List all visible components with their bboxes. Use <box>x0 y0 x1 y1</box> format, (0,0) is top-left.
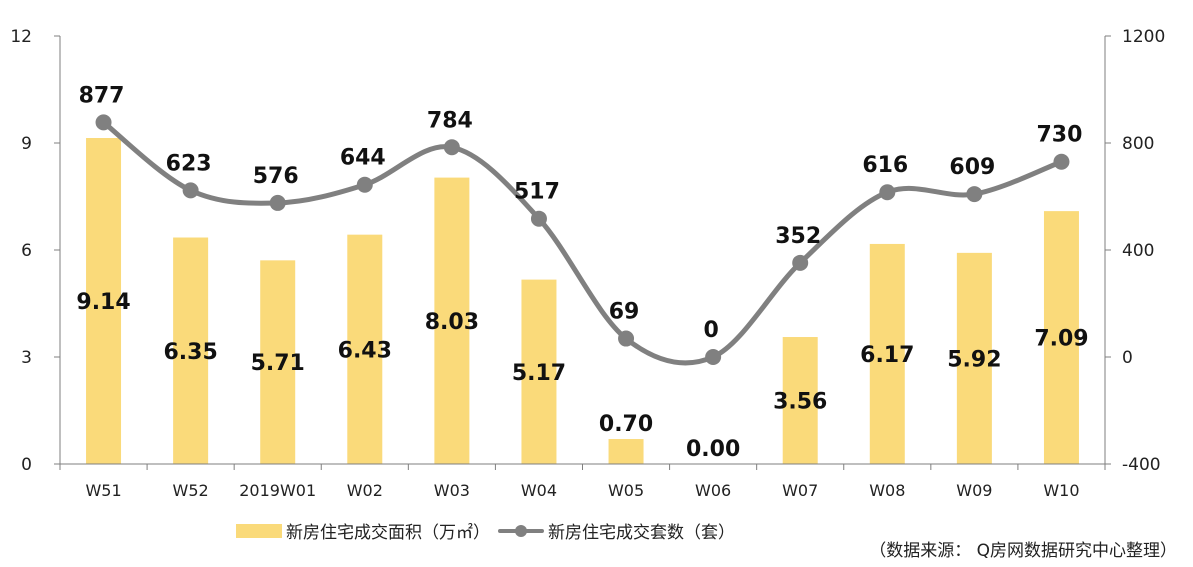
line-point-11 <box>1053 153 1070 170</box>
bar-label-7: 0.00 <box>686 437 740 462</box>
right-tick-label-4: 1200 <box>1122 27 1165 47</box>
area-bars <box>86 138 1079 465</box>
line-label-5: 517 <box>514 180 560 205</box>
right-tick-label-3: 800 <box>1122 134 1154 154</box>
x-tick-label-11: W10 <box>1043 481 1079 500</box>
line-point-6 <box>618 330 635 347</box>
bar-3 <box>347 234 383 464</box>
line-point-2 <box>269 194 286 211</box>
x-tick-label-2: 2019W01 <box>239 481 316 500</box>
legend: 新房住宅成交面积（万㎡） 新房住宅成交套数（套） <box>236 518 743 543</box>
line-point-7 <box>705 349 722 365</box>
bar-label-2: 5.71 <box>251 351 305 376</box>
legend-item-units: 新房住宅成交套数（套） <box>498 518 735 543</box>
left-tick-label-0: 0 <box>21 455 32 475</box>
line-point-0 <box>95 114 112 131</box>
line-point-3 <box>356 176 373 193</box>
right-tick-label-1: 0 <box>1122 348 1133 368</box>
data-labels: 9.14 6.35 5.71 6.43 8.03 5.17 0.70 0.00 3.56 6.17… <box>76 83 1088 462</box>
line-label-3: 644 <box>340 146 386 171</box>
bar-2 <box>260 260 296 464</box>
left-tick-label-2: 6 <box>21 241 32 261</box>
left-tick-label-1: 3 <box>21 348 32 368</box>
x-tick-label-9: W08 <box>869 481 905 500</box>
line-label-9: 616 <box>862 153 908 178</box>
bar-5 <box>521 279 557 464</box>
x-tick-label-3: W02 <box>347 481 383 500</box>
line-label-11: 730 <box>1036 123 1082 148</box>
units-line <box>95 114 1070 366</box>
units-line-path <box>101 119 1064 366</box>
bar-1 <box>173 237 209 464</box>
bar-4 <box>434 177 470 464</box>
legend-item-area: 新房住宅成交面积（万㎡） <box>236 518 490 543</box>
x-tick-label-0: W51 <box>85 481 121 500</box>
x-tick-label-4: W03 <box>434 481 470 500</box>
line-label-7: 0 <box>703 318 718 343</box>
x-tick-label-6: W05 <box>608 481 644 500</box>
x-tick-label-7: W06 <box>695 481 731 500</box>
bar-label-10: 5.92 <box>947 347 1001 372</box>
line-label-1: 623 <box>166 151 212 176</box>
line-point-1 <box>182 182 199 199</box>
right-tick-label-0: -400 <box>1122 455 1161 475</box>
bar-label-4: 8.03 <box>425 310 479 335</box>
x-tick-label-1: W52 <box>173 481 209 500</box>
bar-10 <box>956 252 992 464</box>
line-label-0: 877 <box>79 83 125 108</box>
bar-11 <box>1043 211 1079 464</box>
line-point-8 <box>792 254 809 271</box>
line-point-4 <box>443 139 460 156</box>
line-label-6: 69 <box>609 300 640 325</box>
line-label-10: 609 <box>949 155 995 180</box>
source-note: （数据来源： Q房网数据研究中心整理） <box>869 541 1177 561</box>
line-label-4: 784 <box>427 108 473 133</box>
line-label-8: 352 <box>775 224 821 249</box>
line-point-10 <box>966 186 983 203</box>
line-point-5 <box>530 210 547 227</box>
legend-label-units: 新房住宅成交套数（套） <box>548 523 735 543</box>
x-tick-label-5: W04 <box>521 481 557 500</box>
bar-label-3: 6.43 <box>338 338 392 363</box>
right-tick-label-2: 400 <box>1122 241 1154 261</box>
bar-label-8: 3.56 <box>773 390 827 415</box>
bar-label-1: 6.35 <box>163 340 217 365</box>
bar-label-5: 5.17 <box>512 361 566 386</box>
bar-label-9: 6.17 <box>860 343 914 368</box>
left-tick-label-4: 12 <box>10 27 32 47</box>
legend-swatch-bar <box>236 523 282 538</box>
bar-8 <box>782 337 818 464</box>
line-label-2: 576 <box>253 164 299 189</box>
bar-label-0: 9.14 <box>76 290 130 315</box>
legend-label-area: 新房住宅成交面积（万㎡） <box>286 523 490 543</box>
x-tick-label-8: W07 <box>782 481 818 500</box>
legend-swatch-line <box>498 524 544 538</box>
bar-label-11: 7.09 <box>1034 327 1088 352</box>
line-point-9 <box>879 184 896 201</box>
left-tick-label-3: 9 <box>21 134 32 154</box>
bar-9 <box>869 243 905 464</box>
bar-label-6: 0.70 <box>599 412 653 437</box>
bar-0 <box>86 138 122 465</box>
bar-6 <box>608 439 644 464</box>
x-tick-label-10: W09 <box>956 481 992 500</box>
